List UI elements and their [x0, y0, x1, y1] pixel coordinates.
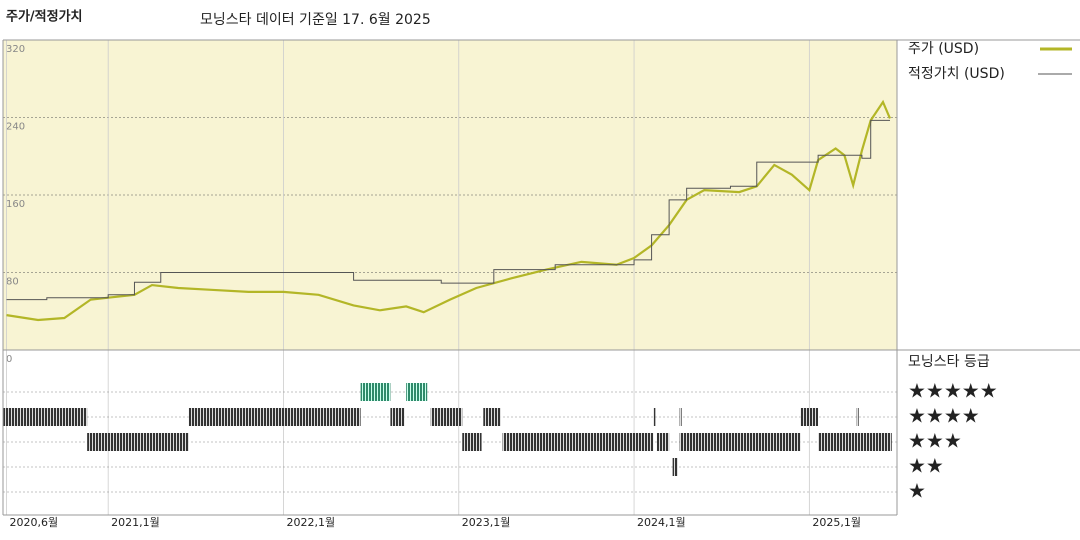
rating-title: 모닝스타 등급 — [908, 354, 990, 370]
chart-title: 주가/적정가치 — [6, 9, 83, 25]
y-tick-label: 160 — [6, 199, 25, 210]
rating-bar — [502, 433, 654, 451]
plot-background — [3, 40, 897, 350]
y-tick-label: 320 — [6, 44, 25, 55]
rating-bar — [483, 408, 501, 426]
series-line — [6, 99, 892, 322]
x-tick-label: 2023,1월 — [462, 516, 511, 529]
rating-bar — [672, 458, 678, 476]
rating-label: ★★ — [908, 454, 944, 478]
rating-bar — [679, 433, 801, 451]
x-tick-label: 2020,6월 — [10, 516, 59, 529]
x-tick-label: 2024,1월 — [637, 516, 686, 529]
chart-subtitle: 모닝스타 데이터 기준일 17. 6월 2025 — [200, 12, 431, 28]
legend-label: 적정가치 (USD) — [908, 66, 1005, 82]
rating-label: ★★★★★ — [908, 379, 998, 403]
y-tick-label: 0 — [6, 354, 12, 365]
y-tick-label: 240 — [6, 122, 25, 133]
rating-bar — [3, 408, 88, 426]
rating-label: ★★★★ — [908, 404, 980, 428]
x-tick-label: 2021,1월 — [111, 516, 160, 529]
rating-bar — [87, 433, 189, 451]
x-tick-label: 2025,1월 — [812, 516, 861, 529]
rating-bar — [406, 383, 428, 401]
rating-bar — [856, 408, 859, 426]
series-line — [6, 119, 890, 301]
rating-bar — [462, 433, 482, 451]
rating-bar — [653, 408, 656, 426]
y-tick-label: 80 — [6, 277, 19, 288]
plot-layer: 0 80 160 240 320 2020,6월 2021,1월 2022,1월 2023,1월… — [3, 39, 1072, 529]
rating-bar — [360, 383, 391, 401]
rating-bar — [390, 408, 405, 426]
rating-bar — [800, 408, 819, 426]
rating-bar — [430, 408, 463, 426]
rating-bar — [818, 433, 892, 451]
rating-bar — [656, 433, 670, 451]
legend-label: 주가 (USD) — [908, 41, 979, 57]
rating-label: ★★★ — [908, 429, 962, 453]
rating-bar — [679, 408, 682, 426]
x-tick-label: 2022,1월 — [286, 516, 335, 529]
rating-bar — [188, 408, 361, 426]
rating-label: ★ — [908, 479, 926, 503]
